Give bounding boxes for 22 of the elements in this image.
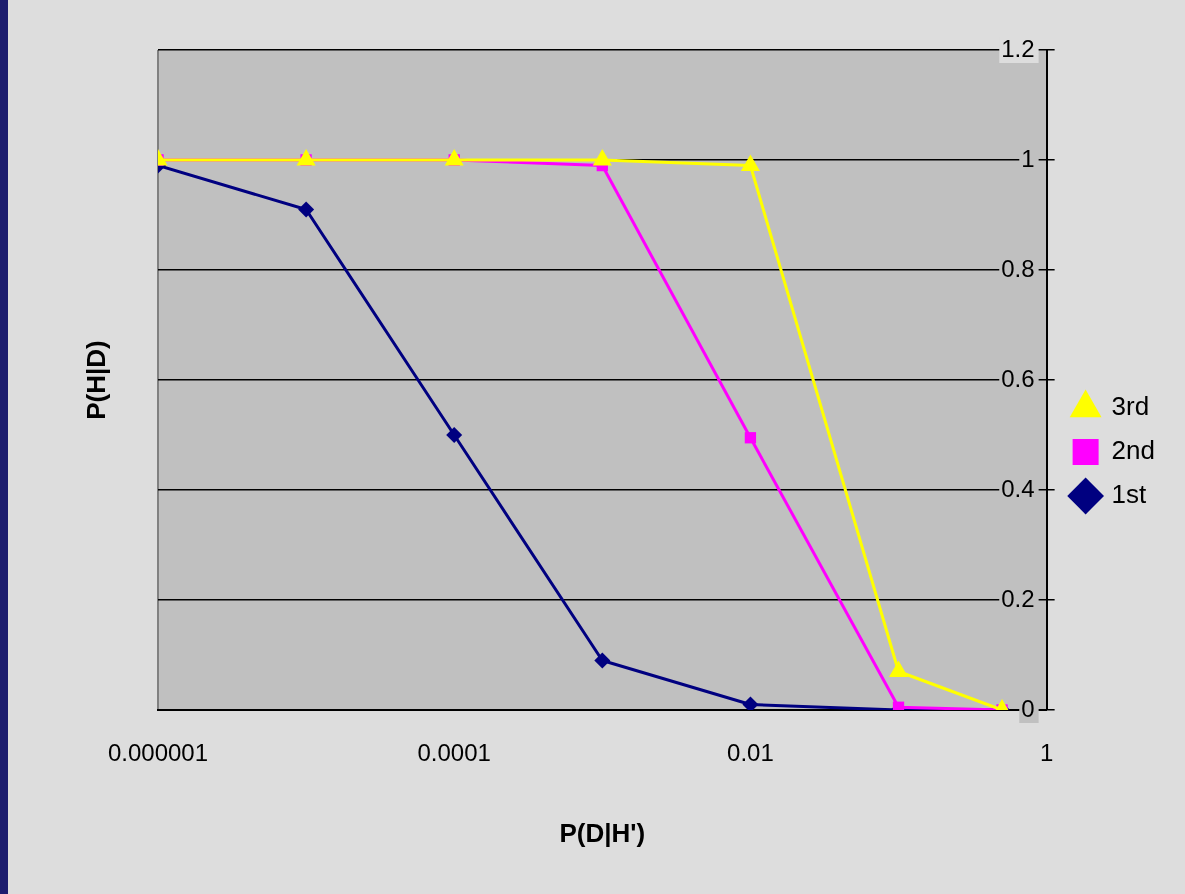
y-axis-title: P(H|D) bbox=[81, 340, 112, 420]
y-tick-label: 1.2 bbox=[1001, 34, 1035, 62]
y-tick-label: 0 bbox=[1021, 694, 1035, 722]
y-tick-label: 0.4 bbox=[1001, 474, 1035, 502]
y-tick-label: 0.6 bbox=[1001, 364, 1035, 392]
x-tick-label: 0.01 bbox=[727, 739, 774, 767]
y-tick-label: 1 bbox=[1021, 144, 1035, 172]
x-tick-label: 1 bbox=[1039, 739, 1054, 767]
legend-label: 3rd bbox=[1111, 391, 1150, 422]
y-tick-label: 0.2 bbox=[1001, 584, 1035, 612]
legend-label: 1st bbox=[1111, 479, 1148, 510]
point bbox=[888, 660, 909, 677]
point bbox=[594, 652, 611, 669]
x-axis-title: P(D|H') bbox=[559, 817, 646, 848]
point bbox=[744, 432, 757, 444]
point bbox=[446, 427, 463, 443]
point bbox=[742, 696, 759, 710]
x-tick-label: 0.000001 bbox=[107, 739, 209, 767]
point bbox=[298, 201, 315, 218]
y-tick-label: 0.8 bbox=[1001, 254, 1035, 282]
x-tick-label: 0.0001 bbox=[417, 739, 491, 767]
legend-label: 2nd bbox=[1111, 435, 1156, 466]
